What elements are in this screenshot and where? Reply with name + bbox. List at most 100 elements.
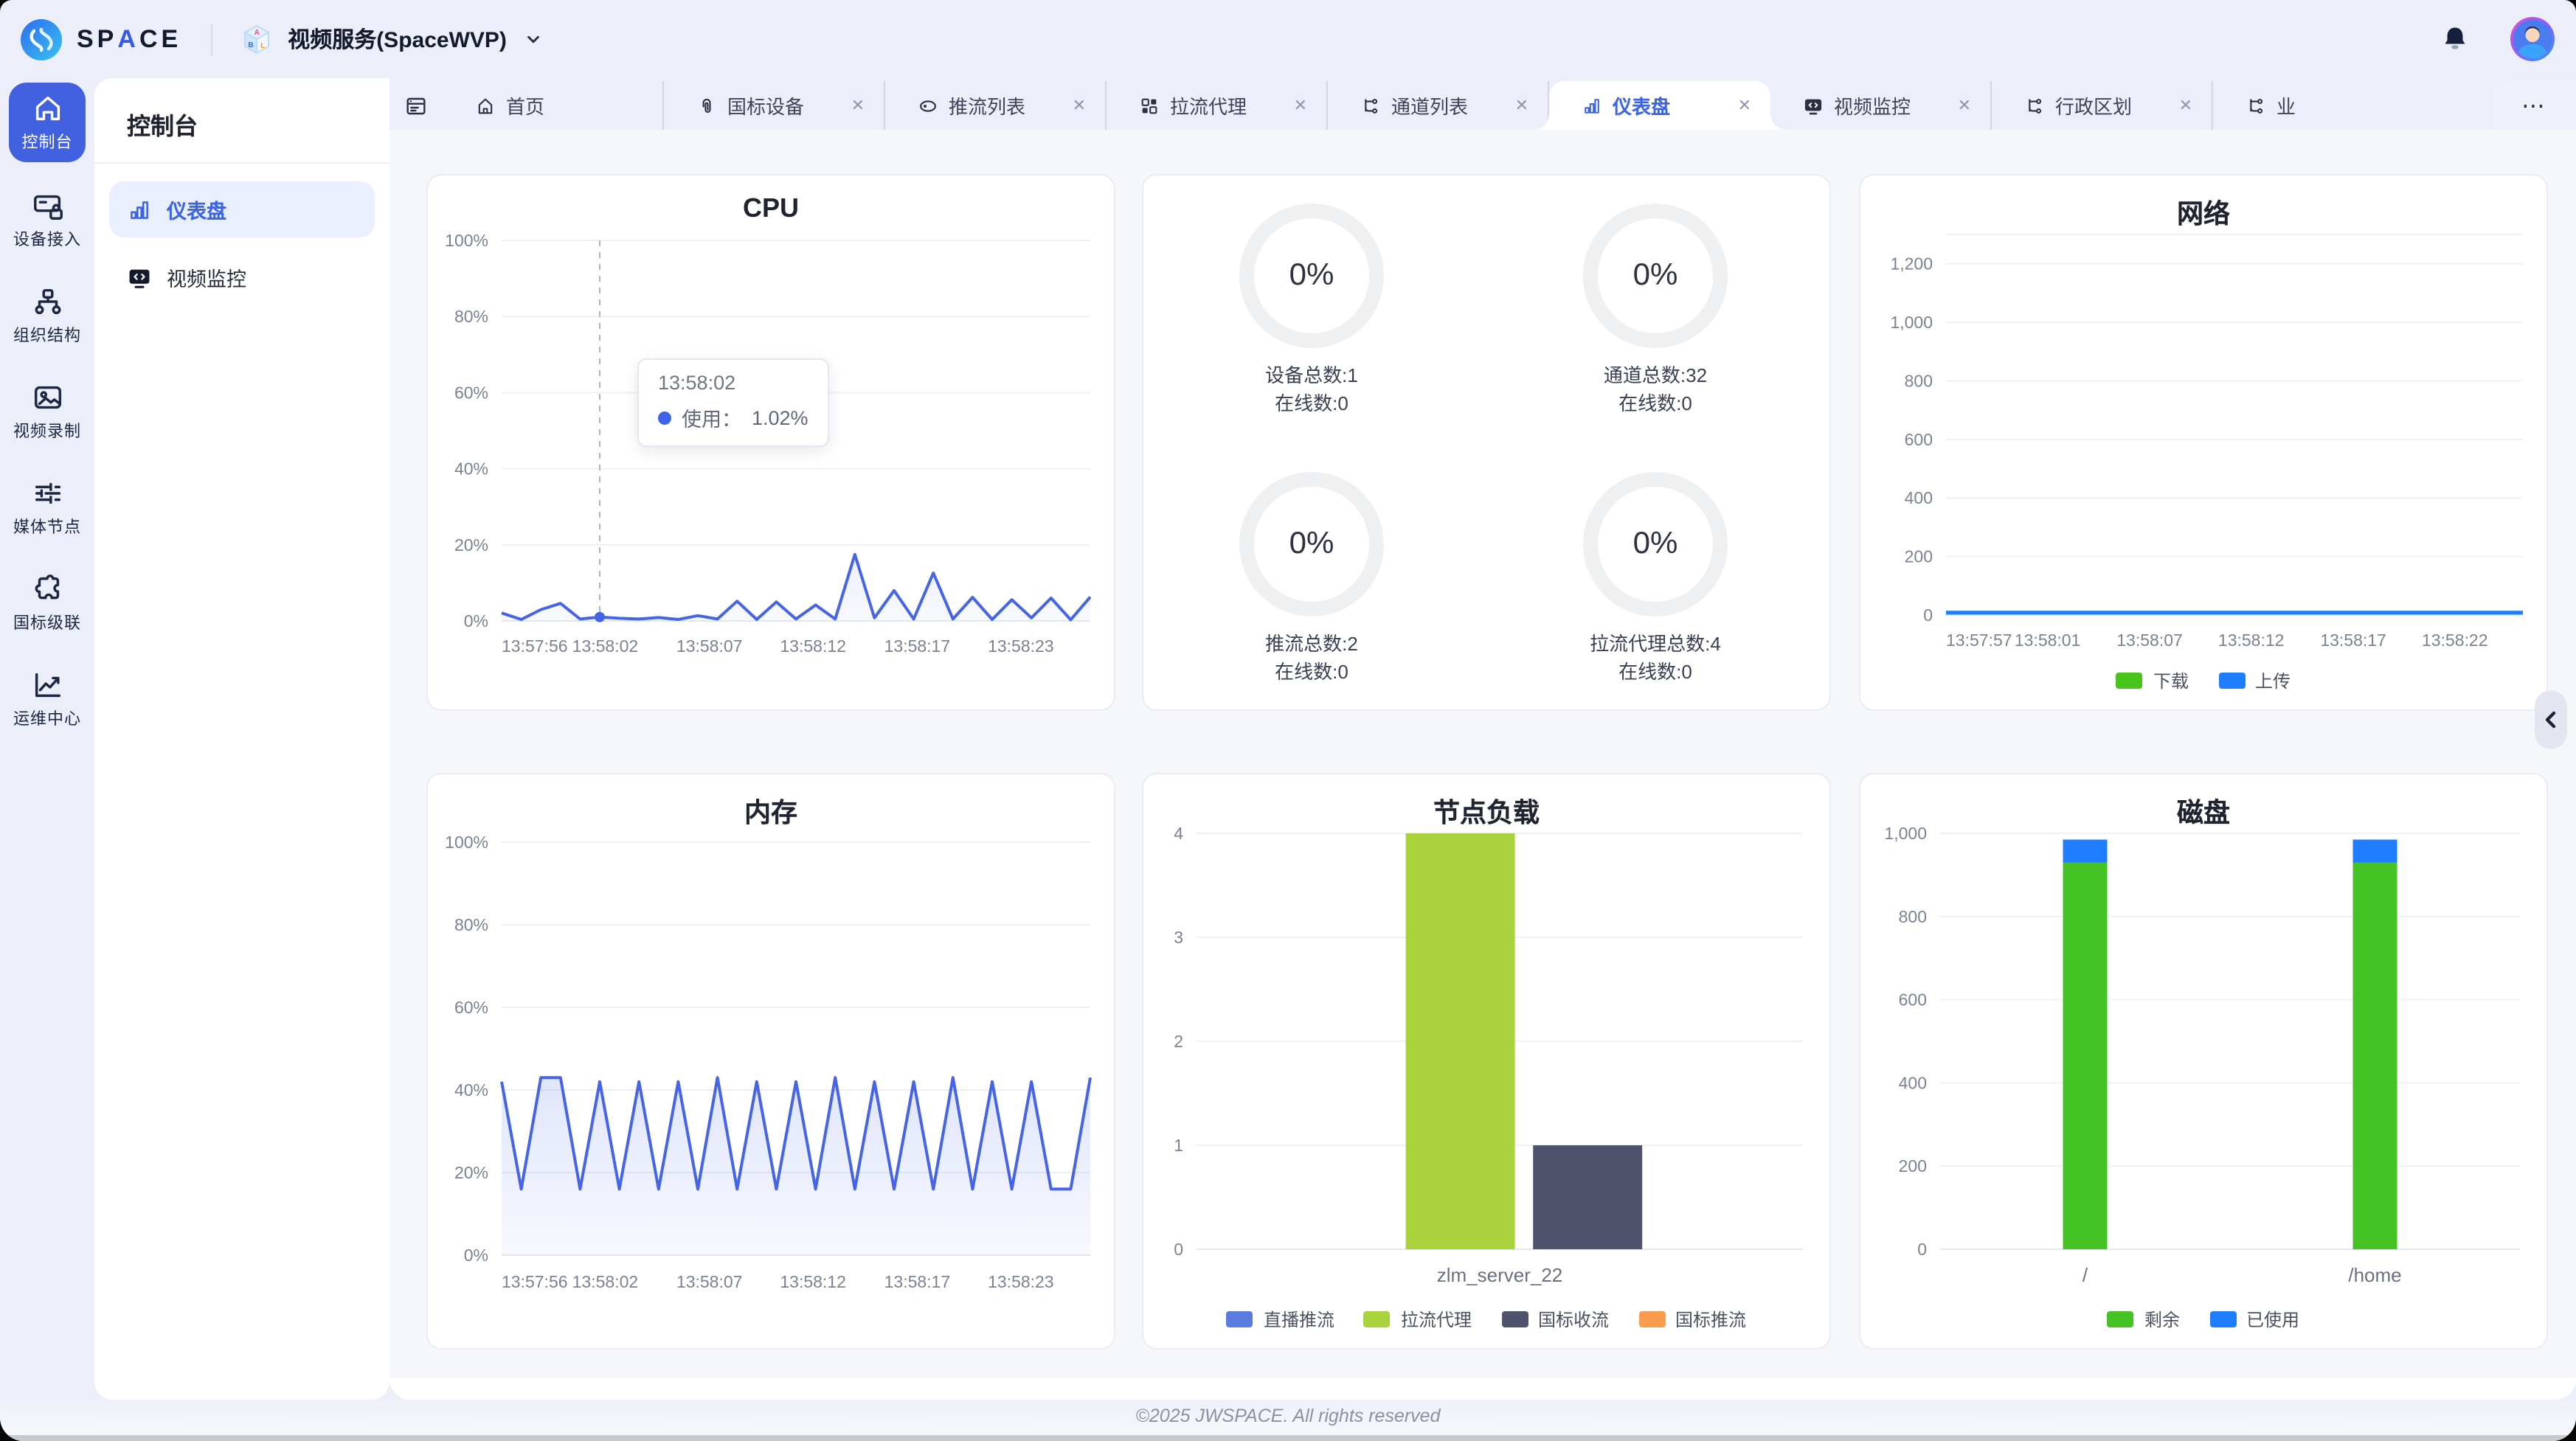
svg-text:13:58:12: 13:58:12 bbox=[780, 636, 846, 656]
sidebar-menu: 仪表盘 视频监控 bbox=[94, 164, 389, 335]
home-icon bbox=[30, 91, 64, 125]
tab-gb-device[interactable]: 国标设备 ✕ bbox=[664, 81, 885, 130]
tree-icon bbox=[2246, 95, 2266, 116]
tab-video-monitor[interactable]: 视频监控 ✕ bbox=[1770, 81, 1992, 130]
tab-partial-tab[interactable]: 业 bbox=[2213, 81, 2493, 130]
sliders-icon bbox=[30, 476, 64, 510]
tooltip-series-dot bbox=[658, 411, 671, 424]
close-icon[interactable]: ✕ bbox=[2178, 97, 2192, 115]
legend-item[interactable]: 上传 bbox=[2218, 668, 2291, 693]
svg-text:13:58:22: 13:58:22 bbox=[2422, 631, 2488, 650]
svg-text:20%: 20% bbox=[454, 535, 488, 555]
avatar[interactable] bbox=[2510, 16, 2555, 62]
tab-home[interactable]: 首页 bbox=[443, 81, 664, 130]
tenant-switcher[interactable]: A B L 视频服务(SpaceWVP) bbox=[239, 21, 542, 57]
close-icon[interactable]: ✕ bbox=[1072, 97, 1086, 115]
svg-text:B: B bbox=[249, 41, 254, 49]
close-icon[interactable]: ✕ bbox=[1293, 97, 1307, 115]
device-icon bbox=[30, 189, 64, 223]
disk-card: 磁盘 0 200 400 600 800 1,000 / /home 剩余 已使用 bbox=[1859, 773, 2548, 1350]
tree-icon bbox=[1360, 95, 1381, 116]
sidebar: 控制台 仪表盘 视频监控 bbox=[94, 78, 389, 1400]
svg-text:4: 4 bbox=[1174, 824, 1183, 843]
svg-text:60%: 60% bbox=[454, 383, 488, 402]
svg-text:13:57:56: 13:57:56 bbox=[502, 636, 568, 656]
close-icon[interactable]: ✕ bbox=[851, 97, 865, 115]
gauge-3: 0% 拉流代理总数:4 在线数:0 bbox=[1508, 468, 1803, 686]
legend-item[interactable]: 下载 bbox=[2116, 668, 2189, 693]
svg-text:13:58:07: 13:58:07 bbox=[2116, 631, 2183, 650]
svg-text:L: L bbox=[260, 41, 265, 49]
svg-text:200: 200 bbox=[1899, 1156, 1927, 1176]
monitor-icon bbox=[1803, 95, 1824, 116]
rail-item-console[interactable]: 控制台 bbox=[9, 83, 86, 162]
disk-title: 磁盘 bbox=[2177, 798, 2230, 827]
svg-text:80%: 80% bbox=[454, 307, 488, 326]
svg-text:100%: 100% bbox=[445, 231, 488, 250]
rail-item-media-node[interactable]: 媒体节点 bbox=[6, 465, 89, 550]
notifications-button[interactable] bbox=[2433, 17, 2477, 61]
close-icon[interactable]: ✕ bbox=[1737, 97, 1751, 115]
sidebar-item-dashboard[interactable]: 仪表盘 bbox=[109, 181, 375, 237]
rail-item-org-structure[interactable]: 组织结构 bbox=[6, 273, 89, 358]
legend-item[interactable]: 剩余 bbox=[2107, 1307, 2180, 1332]
svg-text:600: 600 bbox=[1899, 990, 1927, 1010]
close-icon[interactable]: ✕ bbox=[1957, 97, 1971, 115]
collapse-panel-button[interactable] bbox=[2535, 690, 2567, 749]
tree-icon bbox=[2024, 95, 2045, 116]
svg-text:80%: 80% bbox=[454, 915, 488, 934]
svg-text:20%: 20% bbox=[454, 1163, 488, 1182]
trend-icon bbox=[30, 668, 64, 702]
rail-item-gb-cascade[interactable]: 国标级联 bbox=[6, 560, 89, 646]
tenant-name: 视频服务(SpaceWVP) bbox=[288, 28, 507, 53]
node-load-card: 节点负载 0 1 2 3 4 zlm_server_22 直播推流 拉流代理 国标收流 国标推流 bbox=[1142, 773, 1831, 1350]
cpu-title: CPU bbox=[742, 193, 799, 223]
tooltip-time: 13:58:02 bbox=[658, 372, 736, 394]
rail-item-ops-center[interactable]: 运维中心 bbox=[6, 656, 89, 742]
close-icon[interactable]: ✕ bbox=[1514, 97, 1528, 115]
gauge-2: 0% 推流总数:2 在线数:0 bbox=[1164, 468, 1459, 686]
collapse-icon bbox=[2545, 711, 2556, 729]
puzzle-icon bbox=[30, 572, 64, 606]
gauge-1: 0% 通道总数:32 在线数:0 bbox=[1508, 199, 1803, 417]
barchart-icon bbox=[127, 197, 152, 222]
svg-text:0%: 0% bbox=[464, 611, 488, 631]
svg-text:1,200: 1,200 bbox=[1890, 254, 1933, 274]
tab-push-list[interactable]: 推流列表 ✕ bbox=[885, 81, 1107, 130]
paperclip-icon bbox=[696, 95, 717, 116]
svg-text:40%: 40% bbox=[454, 1080, 488, 1100]
tab-pull-proxy[interactable]: 拉流代理 ✕ bbox=[1107, 81, 1328, 130]
legend-item[interactable]: 直播推流 bbox=[1226, 1307, 1334, 1332]
tabs-more-button[interactable]: ⋯ bbox=[2493, 81, 2576, 130]
monitor-icon bbox=[127, 265, 152, 290]
tab-channel-list[interactable]: 通道列表 ✕ bbox=[1328, 81, 1549, 130]
sidebar-divider bbox=[94, 162, 389, 164]
memory-card: 内存 0% 20% 40% 60% 80% 100% 13:57:56 13:58:02 13:… bbox=[426, 773, 1115, 1350]
legend-item[interactable]: 拉流代理 bbox=[1363, 1307, 1472, 1332]
more-icon: ⋯ bbox=[2521, 94, 2548, 119]
network-title: 网络 bbox=[2177, 199, 2230, 229]
tab-list-button[interactable] bbox=[389, 81, 443, 130]
stream-icon bbox=[918, 95, 938, 116]
legend-item[interactable]: 国标收流 bbox=[1501, 1307, 1609, 1332]
rail-item-video-record[interactable]: 视频录制 bbox=[6, 369, 89, 454]
svg-text:13:58:01: 13:58:01 bbox=[2015, 631, 2081, 650]
topbar: SP A CE A B L 视频服务(SpaceWVP) bbox=[0, 0, 2576, 78]
svg-text:13:58:07: 13:58:07 bbox=[676, 1272, 743, 1291]
sidebar-item-video-monitor[interactable]: 视频监控 bbox=[109, 249, 375, 305]
svg-text:13:58:23: 13:58:23 bbox=[988, 636, 1054, 656]
svg-text:13:58:02: 13:58:02 bbox=[572, 636, 639, 656]
svg-text:/home: /home bbox=[2348, 1264, 2401, 1286]
svg-text:200: 200 bbox=[1905, 547, 1933, 566]
legend-item[interactable]: 国标推流 bbox=[1638, 1307, 1746, 1332]
svg-text:400: 400 bbox=[1899, 1073, 1927, 1092]
svg-text:2: 2 bbox=[1174, 1032, 1183, 1051]
svg-text:13:58:12: 13:58:12 bbox=[780, 1272, 846, 1291]
tab-list-icon bbox=[404, 94, 428, 117]
legend-item[interactable]: 已使用 bbox=[2209, 1307, 2299, 1332]
rail-item-device-access[interactable]: 设备接入 bbox=[6, 177, 89, 263]
tab-dashboard[interactable]: 仪表盘 ✕ bbox=[1534, 81, 1785, 130]
svg-text:13:58:23: 13:58:23 bbox=[988, 1272, 1054, 1291]
tab-admin-region[interactable]: 行政区划 ✕ bbox=[1992, 81, 2213, 130]
